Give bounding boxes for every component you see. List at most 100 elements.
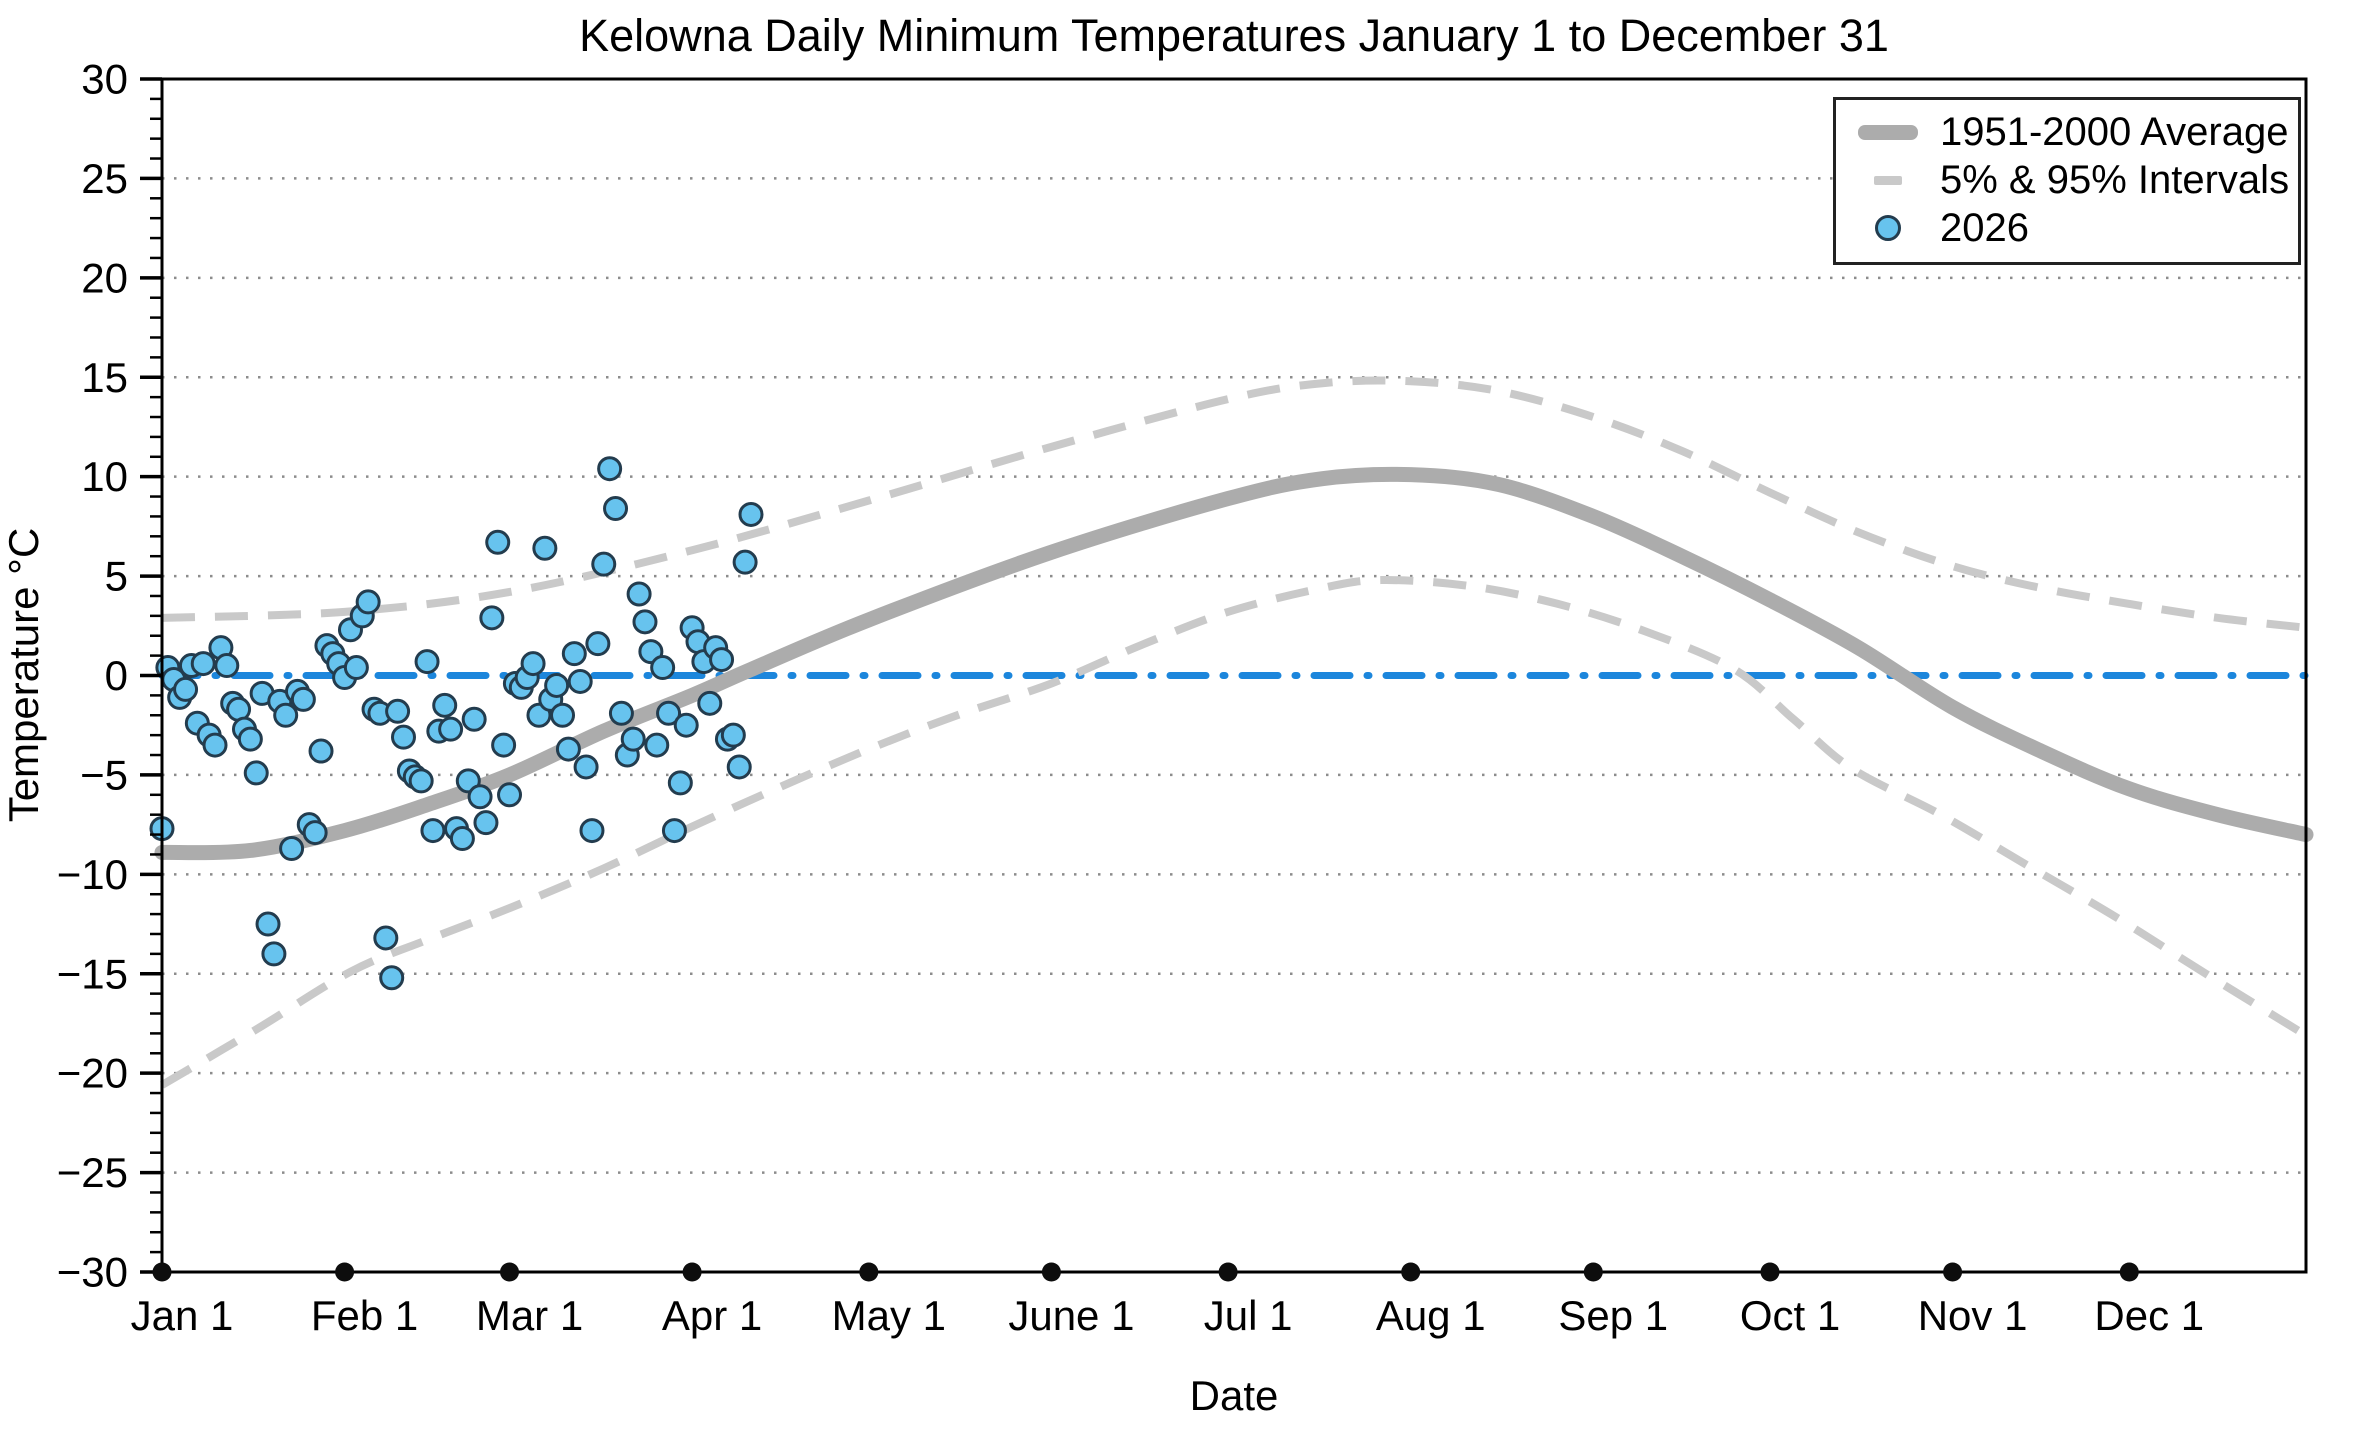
scatter-point <box>573 754 599 780</box>
scatter-point <box>355 589 381 615</box>
scatter-point <box>620 726 646 752</box>
legend-item-2026: 2026 <box>1836 204 2298 252</box>
y-tick-label: 10 <box>81 453 128 500</box>
scatter-point <box>261 941 287 967</box>
lower-interval-line <box>159 576 2309 1089</box>
legend-label-intervals: 5% & 95% Intervals <box>1940 158 2290 202</box>
month-tick-dot <box>1583 1262 1603 1282</box>
scatter-point-swatch <box>1875 215 1901 241</box>
month-tick-dot <box>1041 1262 1061 1282</box>
month-tick-dot <box>152 1262 172 1282</box>
y-tick-label: −30 <box>57 1249 128 1296</box>
scatter-point <box>667 770 693 796</box>
scatter-point <box>567 668 593 694</box>
scatter-point <box>591 551 617 577</box>
scatter-point <box>597 456 623 482</box>
scatter-point <box>732 549 758 575</box>
scatter-point <box>561 641 587 667</box>
y-axis-title: Temperature °C <box>0 527 47 823</box>
y-tick-label: 5 <box>105 553 128 600</box>
scatter-point <box>273 702 299 728</box>
y-tick-label: 15 <box>81 354 128 401</box>
scatter-point <box>709 647 735 673</box>
month-tick-dot <box>1760 1262 1780 1282</box>
average-line <box>154 466 2314 861</box>
scatter-point <box>202 732 228 758</box>
scatter-point <box>650 655 676 681</box>
scatter-point <box>279 835 305 861</box>
x-axis-title: Date <box>1189 1372 1279 1419</box>
scatter-point <box>585 631 611 657</box>
scatter-point <box>491 732 517 758</box>
scatter-point <box>290 686 316 712</box>
scatter-point <box>726 754 752 780</box>
scatter-point <box>479 605 505 631</box>
y-tick-label: −20 <box>57 1050 128 1097</box>
x-tick-label: June 1 <box>1008 1292 1134 1339</box>
scatter-point <box>497 782 523 808</box>
scatter-point <box>673 712 699 738</box>
y-tick-label: 0 <box>105 652 128 699</box>
legend-item-average: 1951-2000 Average <box>1836 108 2298 156</box>
y-tick-label: −5 <box>80 751 128 798</box>
legend-item-intervals: 5% & 95% Intervals <box>1836 156 2298 204</box>
scatter-point <box>644 732 670 758</box>
x-tick-label: Mar 1 <box>476 1292 583 1339</box>
scatter-point <box>467 784 493 810</box>
scatter-point <box>390 724 416 750</box>
scatter-point <box>432 692 458 718</box>
scatter-point <box>173 676 199 702</box>
y-tick-label: −15 <box>57 950 128 997</box>
scatter-point <box>532 535 558 561</box>
month-tick-dot <box>500 1262 520 1282</box>
scatter-point <box>408 768 434 794</box>
x-tick-label: Jul 1 <box>1204 1292 1293 1339</box>
scatter-point <box>308 738 334 764</box>
scatter-point <box>414 649 440 675</box>
x-tick-label: Dec 1 <box>2094 1292 2204 1339</box>
scatter-point <box>385 698 411 724</box>
scatter-point <box>550 702 576 728</box>
scatter-point <box>608 700 634 726</box>
scatter-point <box>373 925 399 951</box>
y-tick-label: −10 <box>57 851 128 898</box>
scatter-point <box>626 581 652 607</box>
scatter-point <box>697 690 723 716</box>
scatter-point <box>237 726 263 752</box>
scatter-point <box>243 760 269 786</box>
y-tick-label: 30 <box>81 56 128 103</box>
chart-title: Kelowna Daily Minimum Temperatures Janua… <box>579 10 1889 61</box>
x-tick-label: Apr 1 <box>662 1292 762 1339</box>
scatter-point <box>632 609 658 635</box>
month-tick-dot <box>335 1262 355 1282</box>
scatter-point <box>579 818 605 844</box>
month-tick-dot <box>2119 1262 2139 1282</box>
scatter-point <box>473 810 499 836</box>
month-tick-dot <box>1401 1262 1421 1282</box>
x-tick-label: Sep 1 <box>1558 1292 1668 1339</box>
legend-label-average: 1951-2000 Average <box>1940 110 2289 154</box>
scatter-point <box>449 826 475 852</box>
y-tick-label: 20 <box>81 254 128 301</box>
scatter-point <box>255 911 281 937</box>
x-tick-label: Oct 1 <box>1740 1292 1840 1339</box>
scatter-point <box>461 706 487 732</box>
month-tick-dot <box>1218 1262 1238 1282</box>
legend-label-2026: 2026 <box>1940 206 2029 250</box>
y-tick-label: 25 <box>81 155 128 202</box>
month-tick-dot <box>1943 1262 1963 1282</box>
scatter-point <box>661 818 687 844</box>
scatter-point <box>343 655 369 681</box>
scatter-point <box>603 495 629 521</box>
x-tick-label: Jan 1 <box>131 1292 234 1339</box>
scatter-point <box>302 820 328 846</box>
scatter-point <box>520 651 546 677</box>
scatter-point <box>214 653 240 679</box>
x-tick-label: Nov 1 <box>1918 1292 2028 1339</box>
scatter-point <box>438 716 464 742</box>
average-line-swatch <box>1858 124 1918 140</box>
x-tick-label: May 1 <box>832 1292 946 1339</box>
scatter-point <box>555 736 581 762</box>
